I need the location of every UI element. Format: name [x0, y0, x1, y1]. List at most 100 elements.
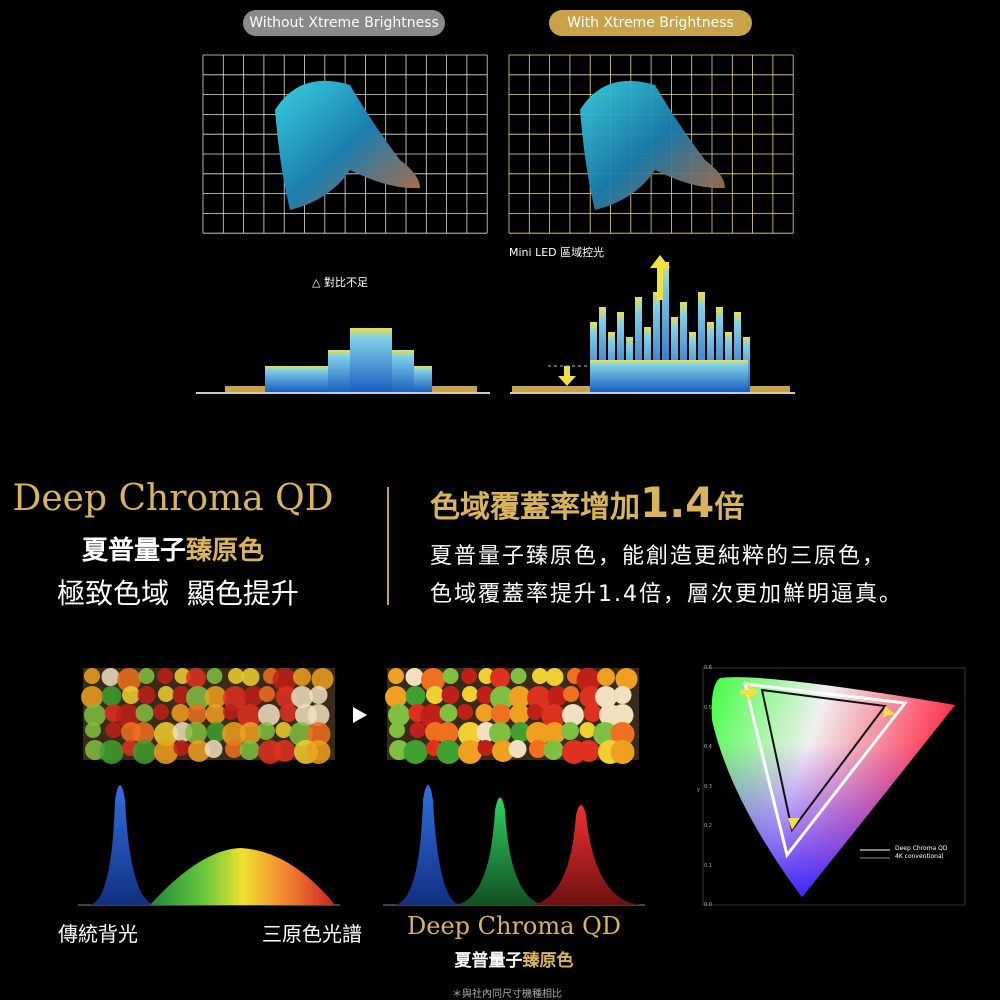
- bar: [617, 312, 624, 392]
- produce: [405, 686, 426, 706]
- produce: [132, 722, 155, 744]
- produce: [85, 722, 101, 738]
- produce: [241, 668, 260, 686]
- produce: [171, 704, 190, 722]
- produce: [543, 740, 564, 760]
- produce: [275, 722, 292, 738]
- produce: [490, 668, 510, 688]
- produce: [532, 668, 548, 684]
- produce: [409, 722, 426, 738]
- y-tick-label: 0.0: [704, 902, 712, 908]
- produce: [576, 668, 601, 692]
- produce: [577, 740, 600, 762]
- produce: [420, 704, 444, 728]
- bar: [590, 322, 597, 392]
- brand: Deep Chroma QD: [12, 478, 334, 519]
- bar: [698, 292, 705, 392]
- bar: [671, 317, 678, 392]
- produce: [275, 686, 298, 708]
- bar: [644, 327, 651, 392]
- produce: [138, 668, 155, 684]
- legend-entry: Deep Chroma QD: [895, 845, 948, 852]
- produce: [541, 704, 566, 728]
- contrast-note: △ 對比不足: [312, 276, 368, 289]
- bar: [350, 328, 392, 392]
- y-tick-label: 0.1: [704, 862, 712, 869]
- spectra: [78, 785, 645, 906]
- produce: [154, 740, 178, 764]
- badge-with: With Xtreme Brightness: [549, 10, 752, 36]
- bar: [328, 350, 350, 392]
- produce: [259, 686, 275, 702]
- produce: [117, 668, 141, 692]
- produce: [223, 686, 247, 710]
- produce: [583, 704, 602, 722]
- produce: [426, 686, 444, 704]
- produce: [185, 722, 207, 744]
- produce: [436, 722, 459, 744]
- produce: [439, 704, 458, 722]
- heading: 色域覆蓋率增加1.4倍: [430, 478, 744, 527]
- produce: [186, 668, 206, 688]
- produce: [84, 668, 100, 684]
- body-line: 夏普量子臻原色，能創造更純粹的三原色，: [430, 544, 887, 569]
- produce: [222, 722, 246, 746]
- bar: [590, 360, 748, 392]
- fish: [275, 80, 725, 210]
- bar: [432, 386, 477, 392]
- left-label: 傳統背光: [58, 922, 138, 946]
- produce: [593, 722, 617, 746]
- produce: [403, 740, 428, 764]
- produce: [188, 740, 210, 762]
- bar: [734, 312, 741, 392]
- produce: [153, 704, 169, 720]
- produce: [405, 668, 424, 686]
- produce: [132, 740, 157, 764]
- produce: [137, 686, 156, 704]
- heading-suffix: 倍: [714, 490, 745, 525]
- produce: [509, 704, 530, 724]
- y-tick-label: 0.6: [704, 665, 712, 671]
- subtitle-prefix: 夏普量子: [81, 536, 186, 566]
- produce: [475, 704, 494, 722]
- produce: [237, 704, 262, 728]
- produce: [385, 686, 407, 708]
- produce: [597, 668, 615, 686]
- produce: [489, 722, 511, 744]
- produce: [101, 686, 122, 706]
- produce: [205, 704, 226, 724]
- produce: [610, 740, 635, 764]
- produce: [257, 722, 275, 740]
- produce: [545, 668, 564, 686]
- produce: [306, 722, 331, 746]
- produce: [527, 686, 551, 710]
- produce: [510, 722, 531, 742]
- produce: [461, 668, 477, 684]
- produce: [158, 686, 174, 702]
- bar: [635, 297, 642, 392]
- bar: [707, 322, 714, 392]
- y-tick-label: 0.5: [704, 704, 712, 711]
- produce: [462, 686, 478, 702]
- subtitle: 夏普量子臻原色: [0, 530, 346, 567]
- produce: [476, 686, 495, 704]
- produce: [421, 668, 445, 692]
- produce: [101, 668, 120, 686]
- produce: [223, 704, 239, 720]
- produce: [441, 686, 460, 704]
- backlight-bars: [196, 262, 795, 394]
- footnote: ＊與社內同尺寸機種相比: [452, 989, 562, 1000]
- produce: [186, 686, 210, 710]
- produce: [388, 704, 410, 726]
- produce: [477, 740, 494, 756]
- subtitle-prefix: 夏普量子: [454, 951, 523, 971]
- bar: [748, 386, 790, 392]
- produce: [135, 704, 154, 722]
- produce: [273, 740, 296, 762]
- body-line: 色域覆蓋率提升1.4倍，層次更加鮮明逼真。: [430, 582, 903, 607]
- spectrum-subtitle: 夏普量子臻原色: [383, 946, 645, 971]
- produce: [543, 722, 566, 744]
- produce: [225, 740, 243, 758]
